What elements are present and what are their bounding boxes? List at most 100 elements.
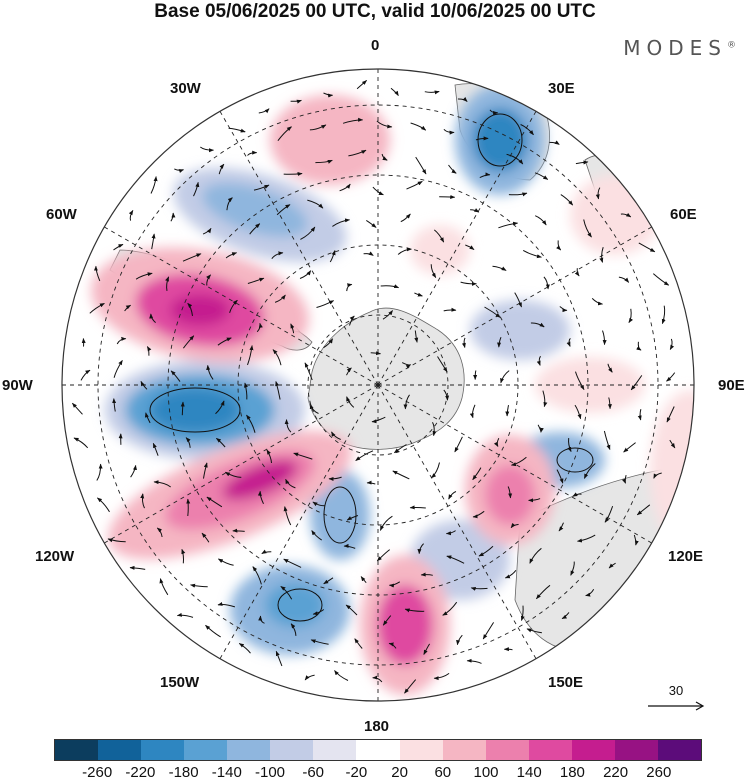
wind-arrow bbox=[460, 281, 477, 286]
wind-arrow bbox=[448, 491, 457, 500]
colorbar-tick-label: -220 bbox=[125, 764, 156, 781]
wind-arrow bbox=[526, 628, 542, 634]
colorbar-swatch bbox=[356, 740, 400, 760]
wind-arrow bbox=[638, 242, 656, 253]
wind-arrow bbox=[112, 398, 117, 412]
wind-arrow bbox=[290, 99, 302, 104]
colorbar-swatch bbox=[442, 740, 486, 760]
brand-mark: ® bbox=[727, 40, 736, 51]
wind-arrow bbox=[583, 463, 596, 479]
wind-arrow bbox=[130, 464, 137, 478]
colorbar-swatch bbox=[270, 740, 314, 760]
lon-label-150w: 150W bbox=[160, 674, 200, 691]
wind-arrow bbox=[159, 578, 169, 596]
colorbar-tick-label: 60 bbox=[434, 764, 452, 781]
wind-arrow bbox=[304, 674, 315, 681]
wind-arrow bbox=[182, 253, 202, 262]
wind-arrow bbox=[433, 229, 445, 243]
colorbar-tick-label: 100 bbox=[473, 764, 499, 781]
lon-label-90w: 90W bbox=[2, 377, 33, 394]
wind-arrow bbox=[182, 335, 195, 349]
lon-label-120w: 120W bbox=[35, 548, 75, 565]
wind-arrow bbox=[376, 549, 391, 562]
wind-arrow bbox=[243, 382, 248, 400]
wind-arrow bbox=[258, 615, 265, 624]
wind-arrow bbox=[354, 638, 363, 649]
wind-arrow bbox=[360, 576, 367, 584]
wind-arrow bbox=[443, 128, 455, 135]
wind-arrow bbox=[346, 283, 353, 292]
wind-arrow bbox=[349, 315, 355, 326]
wind-arrow bbox=[315, 159, 333, 164]
wind-arrow bbox=[392, 470, 410, 480]
arrow-icon bbox=[648, 701, 705, 711]
wind-arrow bbox=[574, 268, 580, 277]
wind-arrow bbox=[276, 204, 291, 216]
wind-arrow bbox=[293, 452, 313, 460]
wind-arrow bbox=[406, 180, 423, 190]
wind-arrow bbox=[437, 356, 448, 373]
wind-arrow bbox=[382, 615, 392, 626]
low-contour bbox=[477, 113, 523, 167]
wind-arrow bbox=[229, 299, 238, 313]
low-contour bbox=[277, 588, 323, 622]
wind-arrow bbox=[323, 577, 334, 585]
wind-arrow bbox=[423, 643, 431, 655]
wind-arrow bbox=[283, 558, 302, 568]
wind-arrow bbox=[478, 545, 494, 557]
wind-arrow bbox=[607, 363, 613, 373]
wind-arrow bbox=[272, 349, 282, 366]
wind-arrow bbox=[249, 223, 261, 235]
wind-arrow bbox=[72, 402, 83, 415]
wind-arrow bbox=[135, 272, 153, 280]
wind-arrow bbox=[390, 87, 399, 97]
low-contour bbox=[556, 447, 594, 473]
wind-arrow bbox=[271, 251, 284, 260]
wind-arrow bbox=[530, 322, 545, 328]
wind-arrow bbox=[266, 449, 272, 464]
wind-arrow bbox=[140, 380, 148, 390]
wind-arrow bbox=[307, 199, 324, 209]
wind-arrow bbox=[536, 355, 541, 366]
wind-arrow bbox=[180, 401, 185, 416]
wind-arrow bbox=[228, 127, 246, 133]
wind-arrow bbox=[206, 364, 214, 380]
wind-arrow bbox=[224, 471, 242, 478]
lon-label-150e: 150E bbox=[548, 674, 584, 691]
colorbar-tick-label: 20 bbox=[391, 764, 408, 781]
lon-label-30e: 30E bbox=[548, 80, 575, 97]
colorbar-tick-label: 260 bbox=[646, 764, 672, 781]
wind-arrow bbox=[257, 490, 264, 505]
wind-arrow bbox=[346, 396, 355, 408]
wind-arrow bbox=[505, 404, 510, 417]
wind-arrow bbox=[561, 612, 570, 620]
colorbar-swatch bbox=[184, 740, 228, 760]
colorbar-swatch bbox=[485, 740, 529, 760]
wind-arrow bbox=[343, 543, 356, 549]
wind-arrow bbox=[205, 624, 221, 638]
wind-arrow bbox=[489, 109, 499, 115]
wind-arrow bbox=[323, 92, 334, 98]
wind-arrow bbox=[493, 437, 500, 447]
wind-arrow bbox=[280, 585, 293, 600]
lon-label-60e: 60E bbox=[670, 206, 697, 223]
low-contour bbox=[323, 486, 357, 544]
wind-arrow bbox=[309, 403, 319, 414]
modes-logo: MODES® bbox=[623, 36, 736, 60]
wind-arrow bbox=[549, 140, 560, 145]
wind-arrow bbox=[591, 298, 603, 306]
colorbar-tick-label: -100 bbox=[254, 764, 286, 781]
wind-arrow bbox=[414, 330, 419, 343]
wind-arrow bbox=[457, 96, 468, 102]
colorbar-swatch bbox=[55, 740, 99, 760]
wind-arrow bbox=[570, 561, 575, 576]
wind-arrow bbox=[414, 292, 423, 297]
wind-arrow bbox=[618, 276, 630, 283]
wind-arrow bbox=[201, 532, 210, 543]
wind-arrow bbox=[566, 338, 571, 347]
wind-arrow bbox=[603, 430, 611, 450]
wind-arrow bbox=[217, 601, 236, 608]
colorbar-swatch bbox=[657, 740, 701, 760]
wind-arrow bbox=[290, 323, 295, 334]
